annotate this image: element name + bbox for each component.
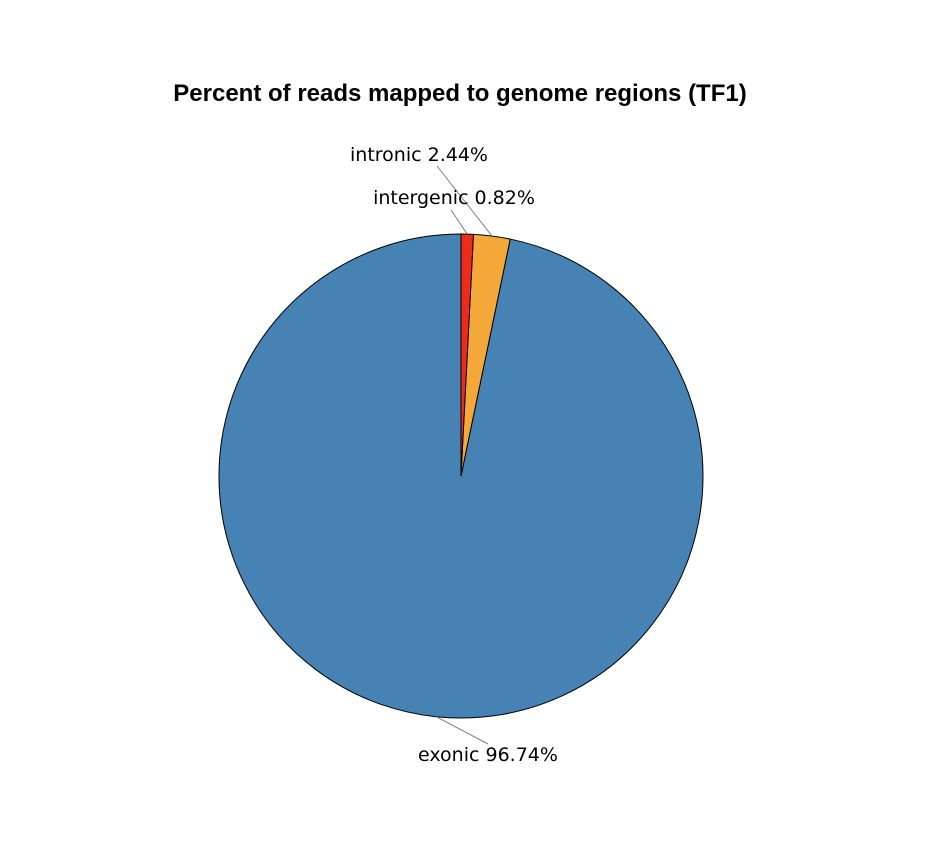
chart-title: Percent of reads mapped to genome region… [173,80,747,107]
label-leader-exonic [436,716,489,745]
pie-slice-intergenic [460,233,474,477]
slice-label-exonic: exonic 96.74% [418,744,558,766]
slice-label-intergenic: intergenic 0.82% [373,187,535,209]
label-leader-intergenic [450,209,468,235]
slice-label-intronic: intronic 2.44% [350,144,488,166]
label-leader-intronic [436,165,493,237]
